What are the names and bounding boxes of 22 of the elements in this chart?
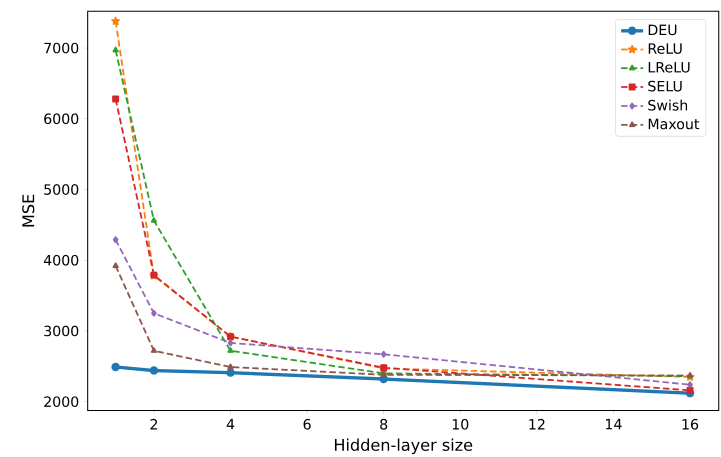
x-tick-label: 12 (529, 419, 544, 430)
legend-label: ReLU (648, 43, 682, 54)
x-tick-label: 10 (452, 419, 468, 430)
x-tick-label: 8 (380, 419, 388, 430)
x-tick-label: 6 (304, 419, 311, 430)
y-axis-title: MSE (22, 194, 34, 227)
legend-label: DEU (648, 24, 676, 36)
y-tick-label: 5000 (44, 184, 78, 195)
x-tick-label: 4 (226, 418, 234, 430)
legend-label: Maxout (648, 118, 700, 130)
x-tick-label: 14 (606, 418, 622, 430)
x-tick-label: 2 (150, 419, 158, 430)
x-axis-title: Hidden-layer size (334, 438, 472, 454)
y-tick-label: 2000 (44, 396, 78, 408)
y-tick-label: 6000 (44, 113, 78, 124)
x-tick-label: 16 (682, 419, 698, 430)
legend-label: SELU (648, 80, 682, 92)
y-tick-label: 4000 (44, 254, 78, 266)
legend-label: Swish (648, 100, 688, 111)
y-tick-label: 3000 (44, 326, 78, 336)
y-tick-label: 7000 (44, 42, 78, 54)
legend-label: LReLU (648, 62, 690, 73)
